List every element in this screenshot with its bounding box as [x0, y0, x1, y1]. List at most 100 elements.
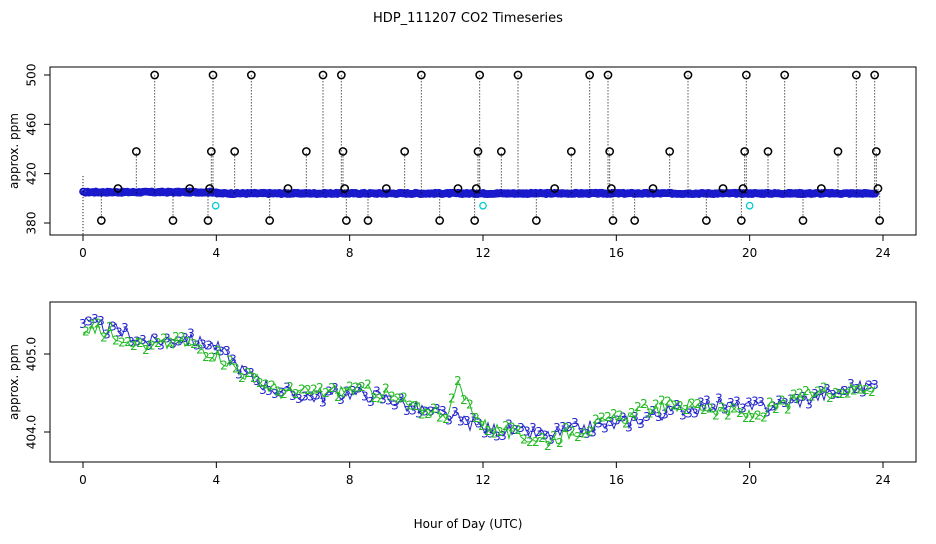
series-glyph: 3 — [367, 395, 375, 409]
spike-point — [265, 216, 275, 225]
series-glyph: 2 — [592, 413, 600, 427]
spike-point — [816, 184, 826, 193]
series-glyph: 3 — [625, 421, 633, 435]
y-tick-label: 404.0 — [25, 415, 39, 449]
spike-point — [851, 70, 861, 80]
series-glyph: 2 — [460, 393, 468, 407]
series-glyph: 3 — [595, 416, 603, 430]
series-glyph: 3 — [553, 421, 561, 435]
series-glyph: 3 — [817, 384, 825, 398]
spike-point — [798, 216, 808, 225]
series-glyph: 2 — [514, 423, 522, 437]
spike-point — [470, 216, 480, 225]
series-glyph: 2 — [766, 396, 774, 410]
series-glyph: 3 — [469, 411, 477, 425]
series-glyph: 2 — [124, 335, 132, 349]
spike-point — [701, 216, 711, 225]
series-glyph: 2 — [862, 383, 870, 397]
bottom-x-axis: 0 4 8 12 16 20 24 — [79, 461, 891, 487]
series-glyph: 3 — [709, 402, 717, 416]
series-glyph: 3 — [169, 337, 177, 351]
series-glyph: 2 — [430, 402, 438, 416]
series-glyph: 2 — [304, 383, 312, 397]
series-glyph: 3 — [715, 392, 723, 406]
x-tick-label: 4 — [213, 246, 221, 260]
series-glyph: 3 — [379, 392, 387, 406]
x-tick-label: 12 — [475, 473, 490, 487]
series-glyph: 2 — [484, 424, 492, 438]
spike-point — [230, 147, 240, 156]
series-glyph: 2 — [754, 408, 762, 422]
series-glyph: 3 — [451, 405, 459, 419]
series-glyph: 3 — [325, 384, 333, 398]
series-glyph: 2 — [526, 435, 534, 449]
series-glyph: 3 — [295, 392, 303, 406]
spike-point — [435, 216, 445, 225]
series-glyph: 2 — [334, 390, 342, 404]
series-glyph: 3 — [787, 393, 795, 407]
series-glyph: 2 — [676, 399, 684, 413]
series-glyph: 2 — [706, 402, 714, 416]
series-glyph: 3 — [745, 395, 753, 409]
series-glyph: 2 — [748, 411, 756, 425]
series-glyph: 2 — [808, 389, 816, 403]
series-line — [82, 321, 876, 447]
series-glyph: 3 — [181, 331, 189, 345]
series-glyph: 3 — [547, 433, 555, 447]
series-glyph: 3 — [607, 415, 615, 429]
spike-point — [318, 70, 328, 80]
series-glyph: 3 — [589, 425, 597, 439]
series-glyph: 2 — [664, 394, 672, 408]
spike-point — [341, 216, 351, 225]
series-glyph: 2 — [772, 402, 780, 416]
spike-point — [763, 147, 773, 156]
series-glyph: 3 — [871, 378, 879, 392]
series-glyph: 2 — [208, 351, 216, 365]
series-glyph: 2 — [790, 388, 798, 402]
top-x-axis: 0 4 8 12 16 20 24 — [79, 234, 891, 260]
series-glyph: 2 — [622, 417, 630, 431]
series-glyph: 3 — [301, 390, 309, 404]
series-glyph: 3 — [619, 410, 627, 424]
spike-point — [718, 184, 728, 193]
spike-point — [96, 216, 106, 225]
series-glyph: 2 — [628, 406, 636, 420]
spike-point — [301, 147, 311, 156]
spike-point — [475, 70, 485, 80]
series-glyph: 3 — [577, 426, 585, 440]
series-glyph: 3 — [559, 420, 567, 434]
series-glyph: 3 — [529, 421, 537, 435]
y-tick-label: 500 — [25, 64, 39, 87]
spike-point — [113, 184, 123, 193]
top-y-axis: 380 420 460 500 — [25, 64, 51, 234]
series-glyph: 2 — [370, 391, 378, 405]
spike-point — [471, 184, 481, 193]
series-glyph: 2 — [616, 408, 624, 422]
series-glyph: 3 — [121, 321, 129, 335]
spike-point — [566, 147, 576, 156]
series-glyph: 2 — [400, 391, 408, 405]
spike-point — [283, 184, 293, 193]
series-glyph: 3 — [853, 382, 861, 396]
series-glyph: 3 — [175, 334, 183, 348]
x-tick-label: 4 — [213, 473, 221, 487]
series-glyph: 2 — [544, 439, 552, 453]
series-glyph: 3 — [103, 327, 111, 341]
series-glyph: 2 — [466, 398, 474, 412]
series-glyph: 2 — [640, 397, 648, 411]
series-glyph: 3 — [235, 367, 243, 381]
series-glyph: 2 — [508, 421, 516, 435]
series-glyph: 2 — [82, 324, 90, 338]
series-glyph: 3 — [493, 429, 501, 443]
spike-point — [381, 184, 391, 193]
series-glyph: 3 — [691, 406, 699, 420]
series-glyph: 3 — [505, 418, 513, 432]
series-glyph: 3 — [283, 381, 291, 395]
series-glyph: 2 — [202, 350, 210, 364]
series-glyph: 3 — [307, 390, 315, 404]
series-glyph: 3 — [661, 408, 669, 422]
spike-point — [205, 184, 215, 193]
series-glyph: 3 — [601, 421, 609, 435]
series-glyph: 3 — [343, 384, 351, 398]
